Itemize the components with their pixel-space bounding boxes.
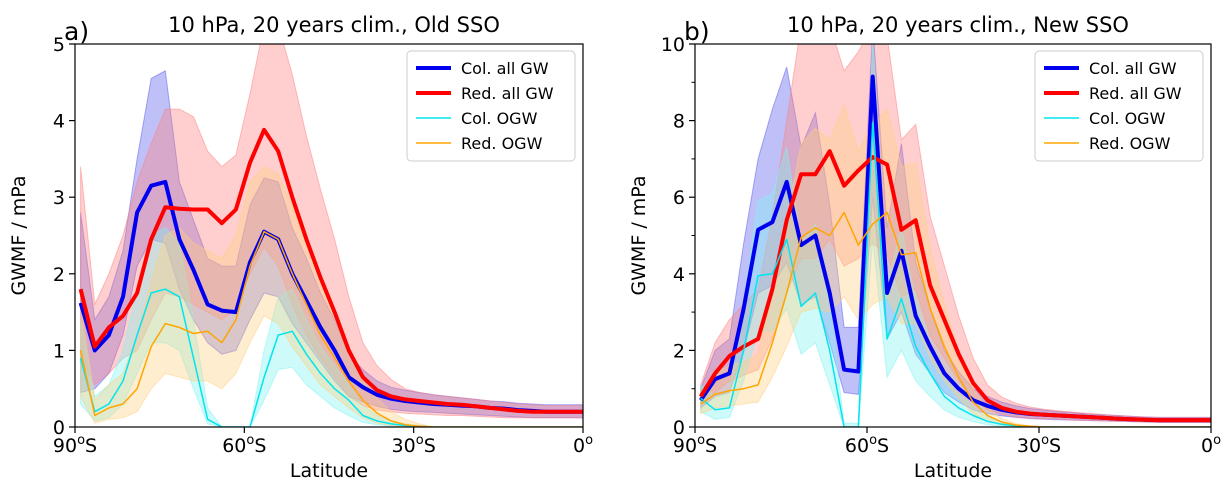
y-axis-label: GWMF / mPa (8, 175, 30, 295)
chart-title: 10 hPa, 20 years clim., New SSO (787, 13, 1129, 37)
legend-entry: Red. all GW (461, 84, 554, 103)
band-4 (80, 165, 583, 427)
legend-entry: Red. all GW (1089, 84, 1182, 103)
band-3 (700, 44, 1211, 427)
panel-label: b) (684, 17, 710, 46)
legend-entry: Red. OGW (461, 134, 543, 153)
plot-area (78, 44, 583, 427)
legend-entry: Red. OGW (1089, 134, 1171, 153)
y-axis-label: GWMF / mPa (628, 175, 650, 295)
y-tick-label: 6 (673, 187, 685, 209)
series-line-4 (79, 230, 583, 427)
plot-area (699, 44, 1211, 427)
legend-entry: Col. OGW (461, 109, 538, 128)
y-tick-label: 10 (661, 34, 685, 56)
legend-box (1034, 50, 1204, 162)
legend-entry: Col. OGW (1089, 109, 1166, 128)
x-axis-label: Latitude (290, 460, 368, 481)
x-tick-label: 0o (1201, 433, 1221, 457)
y-tick-label: 4 (53, 111, 65, 133)
y-tick-label: 5 (53, 34, 65, 56)
legend-entry: Col. all GW (461, 59, 549, 78)
x-tick-label: 60oS (222, 433, 266, 457)
x-tick-label: 90oS (673, 433, 717, 457)
y-tick-label: 0 (53, 417, 65, 439)
y-tick-label: 3 (53, 187, 65, 209)
chart-title: 10 hPa, 20 years clim., Old SSO (168, 13, 500, 37)
x-axis-label: Latitude (914, 460, 992, 481)
series-line-2 (699, 149, 1211, 423)
chart-panel-a: 0 1 2 3 4 5 90oS 60oS 30oS 0o Latitude GWMF / mPa 10… (8, 13, 593, 481)
series-line-4 (700, 211, 1211, 427)
axes-frame (74, 43, 584, 428)
legend-box (406, 50, 576, 162)
legend-entry: Col. all GW (1089, 59, 1177, 78)
x-tick-label: 30oS (1017, 433, 1061, 457)
y-tick-label: 0 (673, 417, 685, 439)
x-tick-label: 30oS (392, 433, 436, 457)
y-tick-label: 8 (673, 111, 685, 133)
panel-label: a) (64, 17, 89, 46)
series-line-3 (79, 288, 583, 427)
y-tick-label: 2 (673, 340, 685, 362)
legend: Col. all GW Red. all GW Col. OGW Red. OGW (1034, 50, 1204, 162)
legend: Col. all GW Red. all GW Col. OGW Red. OGW (406, 50, 576, 162)
series-line-2 (78, 127, 583, 414)
y-tick-label: 2 (53, 264, 65, 286)
y-tick-label: 4 (673, 264, 685, 286)
x-tick-label: 60oS (845, 433, 889, 457)
x-tick-label: 90oS (53, 433, 97, 457)
x-tick-label: 0o (573, 433, 593, 457)
series-line-3 (700, 121, 1211, 427)
chart-panel-b: 0 2 4 6 8 10 90oS 60oS 30oS 0o Latitude GWMF / mPa 1… (628, 13, 1221, 481)
y-tick-label: 1 (53, 340, 65, 362)
